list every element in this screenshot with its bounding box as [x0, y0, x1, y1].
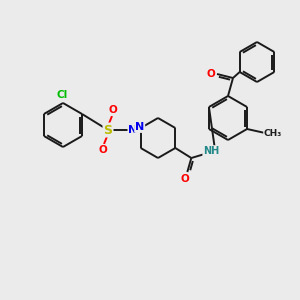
- Text: O: O: [181, 174, 190, 184]
- Text: S: S: [103, 124, 112, 136]
- Text: O: O: [207, 69, 215, 79]
- Text: O: O: [109, 105, 117, 115]
- Text: NH: NH: [203, 146, 219, 156]
- Text: CH₃: CH₃: [264, 128, 282, 137]
- Text: N: N: [135, 122, 144, 132]
- Text: N: N: [128, 125, 138, 135]
- Text: O: O: [99, 145, 107, 155]
- Text: Cl: Cl: [56, 90, 68, 100]
